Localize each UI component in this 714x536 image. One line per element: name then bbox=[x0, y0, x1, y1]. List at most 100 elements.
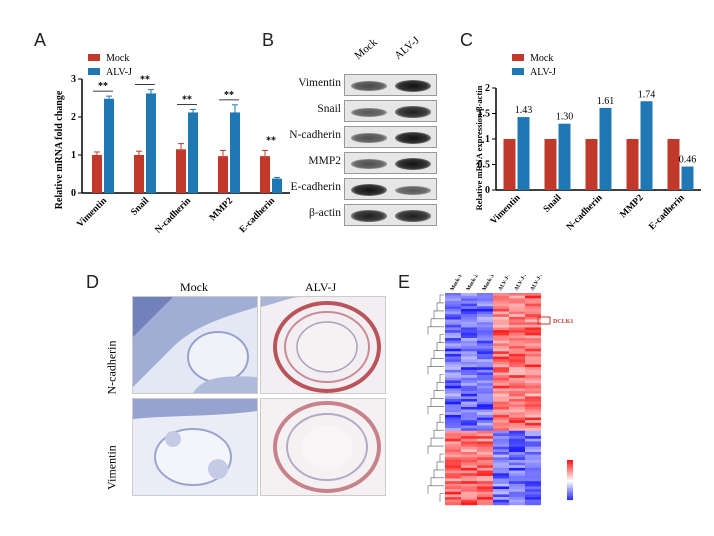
heatmap-cell bbox=[525, 380, 541, 384]
heatmap-cell bbox=[445, 438, 461, 442]
heatmap-cell bbox=[525, 422, 541, 426]
heatmap-cell bbox=[525, 494, 541, 498]
heatmap-cell bbox=[461, 399, 477, 402]
blot-band bbox=[395, 185, 431, 195]
heatmap-cell bbox=[525, 338, 541, 341]
heatmap-cell bbox=[525, 314, 541, 318]
heatmap-cell bbox=[461, 322, 477, 325]
blot-strip bbox=[344, 152, 437, 174]
dendrogram-branch bbox=[433, 469, 444, 478]
heatmap-cell bbox=[525, 459, 541, 463]
heatmap-cell bbox=[509, 388, 525, 392]
heatmap-cell bbox=[525, 491, 541, 495]
heatmap-cell bbox=[477, 335, 493, 339]
heatmap-col-label: Mock-3 bbox=[482, 275, 496, 292]
heatmap-cell bbox=[445, 433, 461, 437]
heatmap-cell bbox=[493, 406, 509, 410]
panel-a-legend-mock-swatch bbox=[88, 54, 100, 61]
bar-mock-0 bbox=[503, 139, 516, 190]
heatmap-cell bbox=[493, 324, 509, 328]
heatmap-cell bbox=[509, 467, 525, 471]
heatmap-cell bbox=[461, 462, 477, 466]
heatmap-cell bbox=[509, 494, 525, 498]
heatmap-cell bbox=[525, 438, 541, 442]
heatmap-cell bbox=[461, 446, 477, 450]
heatmap-cell bbox=[509, 332, 525, 336]
significance-marker: ** bbox=[98, 81, 108, 92]
heatmap-cell bbox=[461, 486, 477, 490]
heatmap-highlight-label: DCLK1 bbox=[553, 319, 573, 325]
heatmap-cell bbox=[445, 494, 461, 498]
heatmap-cell bbox=[477, 406, 493, 410]
heatmap-cell bbox=[461, 385, 477, 389]
panel-c-legend-alvj: ALV-J bbox=[530, 67, 556, 78]
heatmap-cell bbox=[525, 436, 541, 439]
heatmap-cell bbox=[509, 391, 525, 394]
heatmap-cell bbox=[493, 473, 509, 477]
heatmap-cell bbox=[477, 483, 493, 487]
heatmap-cell bbox=[509, 335, 525, 339]
blot-row: Snail bbox=[282, 100, 447, 122]
heatmap-cell bbox=[509, 452, 525, 455]
heatmap-cell bbox=[477, 359, 493, 363]
heatmap-cell bbox=[493, 340, 509, 344]
heatmap-cell bbox=[493, 483, 509, 487]
dendrogram-branch bbox=[436, 342, 444, 351]
heatmap-cell bbox=[461, 319, 477, 323]
heatmap-cell bbox=[509, 502, 525, 506]
heatmap-cell bbox=[525, 385, 541, 389]
bar-mock-3 bbox=[626, 139, 639, 190]
heatmap-cell bbox=[477, 348, 493, 352]
heatmap-cell bbox=[445, 457, 461, 461]
heatmap-cell bbox=[493, 372, 509, 376]
heatmap-cell bbox=[509, 483, 525, 487]
dendrogram-branch bbox=[427, 406, 444, 415]
bar-alvj-1 bbox=[558, 123, 571, 190]
heatmap-cell bbox=[477, 351, 493, 355]
heatmap-cell bbox=[509, 462, 525, 466]
heatmap-cell bbox=[445, 311, 461, 315]
dendrogram-branch bbox=[439, 294, 444, 303]
heatmap-cell bbox=[477, 314, 493, 318]
heatmap-cell bbox=[493, 377, 509, 381]
heatmap-cell bbox=[525, 295, 541, 299]
heatmap-cell bbox=[509, 449, 525, 453]
heatmap-cell bbox=[461, 377, 477, 381]
heatmap-cell bbox=[461, 441, 477, 445]
heatmap-cell bbox=[477, 414, 493, 418]
blot-band bbox=[351, 184, 387, 196]
heatmap-cell bbox=[461, 470, 477, 474]
heatmap-cell bbox=[461, 412, 477, 416]
heatmap-cell bbox=[525, 319, 541, 323]
blot-row-label: Snail bbox=[317, 103, 341, 115]
heatmap-cell bbox=[525, 396, 541, 400]
dendrogram-branch bbox=[427, 485, 444, 494]
heatmap-cell bbox=[461, 393, 477, 397]
heatmap-cell bbox=[461, 383, 477, 386]
dendrogram-branch bbox=[439, 493, 444, 502]
heatmap-cell bbox=[445, 420, 461, 424]
panel-a-legend-alvj-swatch bbox=[88, 68, 100, 75]
heatmap-cell bbox=[493, 303, 509, 307]
bar-mock-4 bbox=[260, 156, 270, 193]
heatmap-cell bbox=[509, 316, 525, 320]
heatmap-cell bbox=[445, 361, 461, 365]
panel-e-heatmap-svg: Mock-1 Mock-2 Mock-3 ALV-J-1 ALV-J-2 ALV-J-3 … bbox=[427, 272, 573, 506]
heatmap-cell bbox=[461, 444, 477, 447]
heatmap-col-label: Mock-2 bbox=[466, 275, 480, 292]
heatmap-cell bbox=[509, 420, 525, 424]
heatmap-cell bbox=[461, 351, 477, 355]
dendrogram-branch bbox=[433, 310, 444, 319]
ihc-image-mock-ncadherin bbox=[132, 296, 258, 394]
heatmap-cell bbox=[509, 319, 525, 323]
heatmap-cell bbox=[509, 446, 525, 450]
heatmap-cell bbox=[493, 351, 509, 355]
heatmap-cell bbox=[477, 420, 493, 424]
heatmap-cell bbox=[525, 308, 541, 312]
heatmap-cell bbox=[445, 422, 461, 426]
dendrogram-branch bbox=[439, 374, 444, 383]
heatmap-cell bbox=[477, 364, 493, 368]
colorbar-step bbox=[567, 478, 573, 481]
heatmap-cell bbox=[509, 444, 525, 447]
heatmap-cell bbox=[461, 316, 477, 320]
